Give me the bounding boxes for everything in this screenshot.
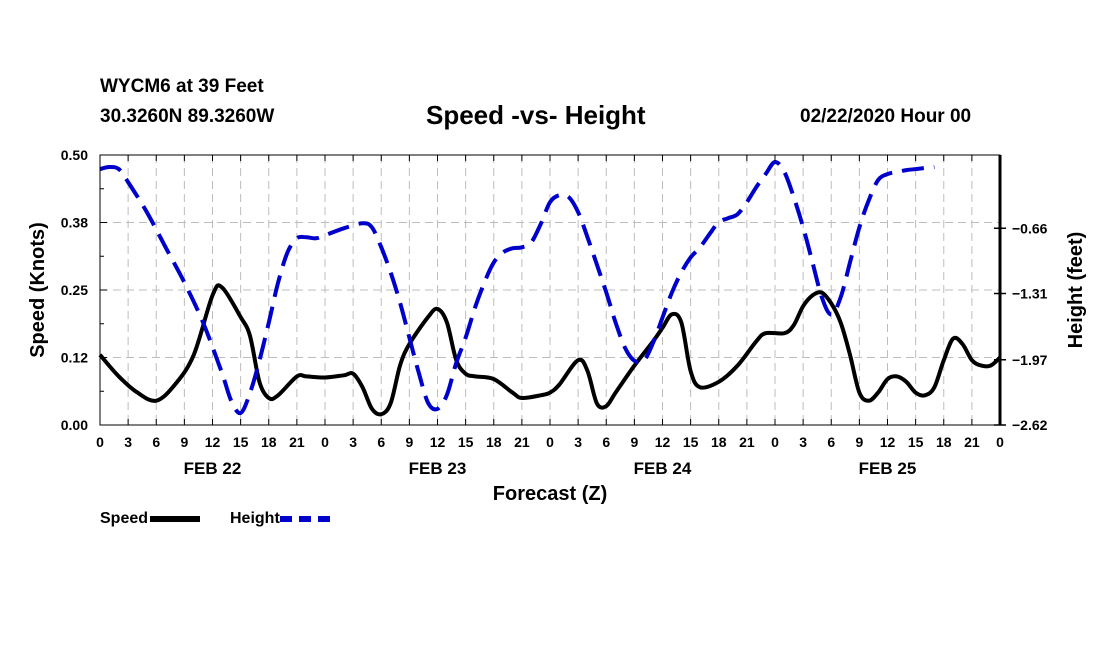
legend-height-label: Height — [230, 510, 280, 527]
x-tick-label: 0 — [546, 434, 554, 450]
legend-speed-label: Speed — [100, 510, 149, 527]
x-tick-label: 21 — [289, 434, 305, 450]
x-tick-label: 3 — [349, 434, 357, 450]
day-label: FEB 24 — [634, 459, 692, 478]
y2-tick-label: −1.97 — [1012, 352, 1048, 368]
legend-speed-swatch — [150, 515, 201, 522]
day-label: FEB 25 — [859, 459, 917, 478]
y-tick-label: 0.50 — [61, 147, 88, 163]
x-tick-label: 6 — [827, 434, 835, 450]
series-layer — [98, 160, 1002, 417]
x-tick-label: 18 — [261, 434, 277, 450]
x-tick-label: 21 — [514, 434, 530, 450]
x-tick-label: 3 — [799, 434, 807, 450]
x-tick-label: 12 — [655, 434, 671, 450]
x-tick-label: 15 — [458, 434, 474, 450]
day-label: FEB 22 — [184, 459, 242, 478]
chart-title: Speed -vs- Height — [426, 100, 646, 130]
speed-series-line — [98, 283, 1002, 417]
x-tick-label: 0 — [321, 434, 329, 450]
x-tick-label: 9 — [180, 434, 188, 450]
x-tick-label: 15 — [683, 434, 699, 450]
y-tick-label: 0.38 — [61, 215, 88, 231]
y2-tick-label: −2.62 — [1012, 417, 1048, 433]
x-tick-label: 18 — [486, 434, 502, 450]
y-axis-label: Speed (Knots) — [27, 222, 49, 358]
x-tick-label: 9 — [630, 434, 638, 450]
x-tick-label: 3 — [574, 434, 582, 450]
legend-height-swatch — [280, 515, 331, 522]
x-tick-label: 15 — [233, 434, 249, 450]
x-tick-label: 21 — [964, 434, 980, 450]
y-tick-label: 0.25 — [61, 282, 88, 298]
x-tick-label: 12 — [430, 434, 446, 450]
x-tick-label: 0 — [96, 434, 104, 450]
x-tick-label: 21 — [739, 434, 755, 450]
legend-speed: Speed — [100, 510, 201, 528]
y2-axis-label: Height (feet) — [1065, 232, 1087, 349]
x-tick-label: 6 — [377, 434, 385, 450]
x-tick-label: 15 — [908, 434, 924, 450]
x-axis-label: Forecast (Z) — [493, 483, 607, 505]
y-tick-label: 0.00 — [61, 417, 88, 433]
x-tick-label: 12 — [205, 434, 221, 450]
legend-height: Height — [230, 510, 331, 528]
x-tick-label: 12 — [880, 434, 896, 450]
x-tick-label: 0 — [996, 434, 1004, 450]
x-tick-label: 18 — [711, 434, 727, 450]
x-tick-label: 9 — [855, 434, 863, 450]
coordinates-label: 30.3260N 89.3260W — [100, 106, 275, 127]
x-tick-label: 3 — [124, 434, 132, 450]
day-label: FEB 23 — [409, 459, 467, 478]
axes: 0 3 6 9 12 15 18 21 0 3 6 9 12 15 18 21 0 3 6 9 12 15 18 21 0 3 6 9… — [61, 147, 1048, 478]
y2-tick-label: −0.66 — [1012, 220, 1048, 236]
height-series-line — [99, 160, 935, 416]
y-tick-label: 0.12 — [61, 350, 88, 366]
x-tick-label: 9 — [405, 434, 413, 450]
x-tick-label: 0 — [771, 434, 779, 450]
x-tick-label: 6 — [602, 434, 610, 450]
x-tick-label: 6 — [152, 434, 160, 450]
station-label: WYCM6 at 39 Feet — [100, 76, 264, 97]
x-tick-label: 18 — [936, 434, 952, 450]
grid — [100, 155, 1000, 425]
datetime-label: 02/22/2020 Hour 00 — [800, 106, 972, 127]
y2-tick-label: −1.31 — [1012, 286, 1048, 302]
